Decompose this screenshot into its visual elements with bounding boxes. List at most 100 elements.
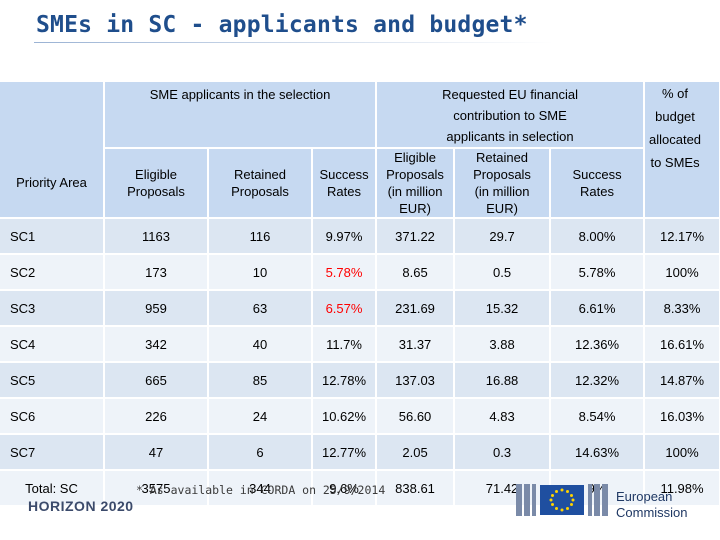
success2-header-l2: Rates xyxy=(580,184,615,199)
retained-eur-cell: 0.3 xyxy=(454,434,552,471)
table-row: SC7 47 6 12.77% 2.05 0.3 14.63% 100% xyxy=(0,434,720,471)
priority-area-header: Priority Area xyxy=(16,175,87,190)
success2-cell: 12.32% xyxy=(550,362,646,399)
eligible-eur-cell: 231.69 xyxy=(376,290,456,327)
eligible-cell: 226 xyxy=(104,398,209,435)
retained-cell: 116 xyxy=(208,218,313,255)
area-cell: SC5 xyxy=(0,362,105,399)
retained-header-l1: Retained xyxy=(233,167,287,182)
area-cell: SC4 xyxy=(0,326,105,363)
table-row: SC4 342 40 11.7% 31.37 3.88 12.36% 16.61… xyxy=(0,326,720,363)
retained-cell: 63 xyxy=(208,290,313,327)
pct-cell: 16.03% xyxy=(644,398,720,435)
retained-eur-header-l1: Retained xyxy=(476,150,529,165)
success-header-l1: Success xyxy=(319,167,369,182)
retained-eur-cell: 3.88 xyxy=(454,326,552,363)
success2-cell: 14.63% xyxy=(550,434,646,471)
eligible-cell: 173 xyxy=(104,254,209,291)
pct-cell: 100% xyxy=(644,254,720,291)
success2-header: Success Rates xyxy=(550,148,646,219)
eligible-eur-header: Eligible Proposals (in million EUR) xyxy=(376,148,456,219)
retained-eur-cell: 4.83 xyxy=(454,398,552,435)
eligible-cell: 47 xyxy=(104,434,209,471)
retained-eur-cell: 29.7 xyxy=(454,218,552,255)
slide-title: SMEs in SC - applicants and budget* xyxy=(36,12,528,38)
table-row: SC5 665 85 12.78% 137.03 16.88 12.32% 14… xyxy=(0,362,720,399)
success-cell: 12.78% xyxy=(312,362,378,399)
retained-cell: 24 xyxy=(208,398,313,435)
retained-eur-header-l2: Proposals xyxy=(473,167,531,182)
area-cell: Total: SC xyxy=(0,470,105,507)
retained-cell: 344 xyxy=(208,470,313,507)
group-header-applicants: SME applicants in the selection xyxy=(104,82,378,149)
table-row: SC2 173 10 5.78% 8.65 0.5 5.78% 100% xyxy=(0,254,720,291)
pct-header-l4: to SMEs xyxy=(650,155,700,170)
eu-flag-icon xyxy=(516,484,608,516)
pct-cell: 8.33% xyxy=(644,290,720,327)
eligible-eur-cell: 8.65 xyxy=(376,254,456,291)
table-row: SC6 226 24 10.62% 56.60 4.83 8.54% 16.03… xyxy=(0,398,720,435)
group-header-financial-l3: applicants in selection xyxy=(446,129,574,144)
retained-eur-header-l4: EUR) xyxy=(486,201,518,216)
eligible-cell: 3575 xyxy=(104,470,209,507)
retained-cell: 40 xyxy=(208,326,313,363)
horizon-2020-logo: HORIZON 2020 xyxy=(28,498,134,514)
area-cell: SC1 xyxy=(0,218,105,255)
ec-line-1: European xyxy=(616,489,673,504)
retained-eur-cell: 0.5 xyxy=(454,254,552,291)
eligible-eur-header-l4: EUR) xyxy=(399,201,431,216)
success2-cell: 5.78% xyxy=(550,254,646,291)
retained-cell: 10 xyxy=(208,254,313,291)
european-commission-logo-text: European Commission xyxy=(616,489,688,521)
pct-budget-header: % of budget allocated to SMEs xyxy=(644,82,720,219)
retained-eur-header: Retained Proposals (in million EUR) xyxy=(454,148,552,219)
eligible-cell: 1163 xyxy=(104,218,209,255)
priority-area-header-cell: Priority Area xyxy=(0,82,105,219)
area-cell: SC7 xyxy=(0,434,105,471)
area-cell: SC3 xyxy=(0,290,105,327)
eligible-eur-cell: 371.22 xyxy=(376,218,456,255)
success-header-l2: Rates xyxy=(327,184,361,199)
retained-eur-cell: 16.88 xyxy=(454,362,552,399)
pct-cell: 11.98% xyxy=(644,470,720,507)
eligible-eur-cell: 137.03 xyxy=(376,362,456,399)
pct-cell: 14.87% xyxy=(644,362,720,399)
area-cell: SC6 xyxy=(0,398,105,435)
retained-eur-cell: 15.32 xyxy=(454,290,552,327)
eligible-header-l1: Eligible xyxy=(135,167,177,182)
success2-cell: 6.61% xyxy=(550,290,646,327)
eligible-eur-header-l2: Proposals xyxy=(386,167,444,182)
pct-header-l1: % of xyxy=(662,86,689,101)
eligible-header-l2: Proposals xyxy=(127,184,185,199)
eligible-eur-header-l1: Eligible xyxy=(394,150,436,165)
eligible-cell: 665 xyxy=(104,362,209,399)
table-row: SC1 1163 116 9.97% 371.22 29.7 8.00% 12.… xyxy=(0,218,720,255)
area-cell: SC2 xyxy=(0,254,105,291)
success2-cell: 8.54% xyxy=(550,398,646,435)
eligible-eur-cell: 2.05 xyxy=(376,434,456,471)
retained-eur-header-l3: (in million xyxy=(474,184,530,199)
title-underline xyxy=(34,42,554,43)
success-cell: 9.97% xyxy=(312,218,378,255)
success-cell: 12.77% xyxy=(312,434,378,471)
success-header: Success Rates xyxy=(312,148,378,219)
retained-cell: 85 xyxy=(208,362,313,399)
eligible-eur-cell: 838.61 xyxy=(376,470,456,507)
success2-cell: 12.36% xyxy=(550,326,646,363)
group-header-applicants-label: SME applicants in the selection xyxy=(149,87,331,102)
ec-line-2: Commission xyxy=(616,505,688,520)
eligible-eur-cell: 31.37 xyxy=(376,326,456,363)
eligible-header: Eligible Proposals xyxy=(104,148,209,219)
success-cell: 11.7% xyxy=(312,326,378,363)
retained-header-l2: Proposals xyxy=(231,184,289,199)
success-cell: 9.6% xyxy=(312,470,378,507)
group-header-financial-l2: contribution to SME xyxy=(453,108,567,123)
retained-cell: 6 xyxy=(208,434,313,471)
pct-cell: 16.61% xyxy=(644,326,720,363)
footnote: * As available in CORDA on 25/9/2014 xyxy=(136,483,386,497)
sme-applicants-table: Priority Area SME applicants in the sele… xyxy=(0,82,720,507)
table-row: SC3 959 63 6.57% 231.69 15.32 6.61% 8.33… xyxy=(0,290,720,327)
retained-header: Retained Proposals xyxy=(208,148,313,219)
pct-cell: 12.17% xyxy=(644,218,720,255)
success-cell: 5.78% xyxy=(312,254,378,291)
